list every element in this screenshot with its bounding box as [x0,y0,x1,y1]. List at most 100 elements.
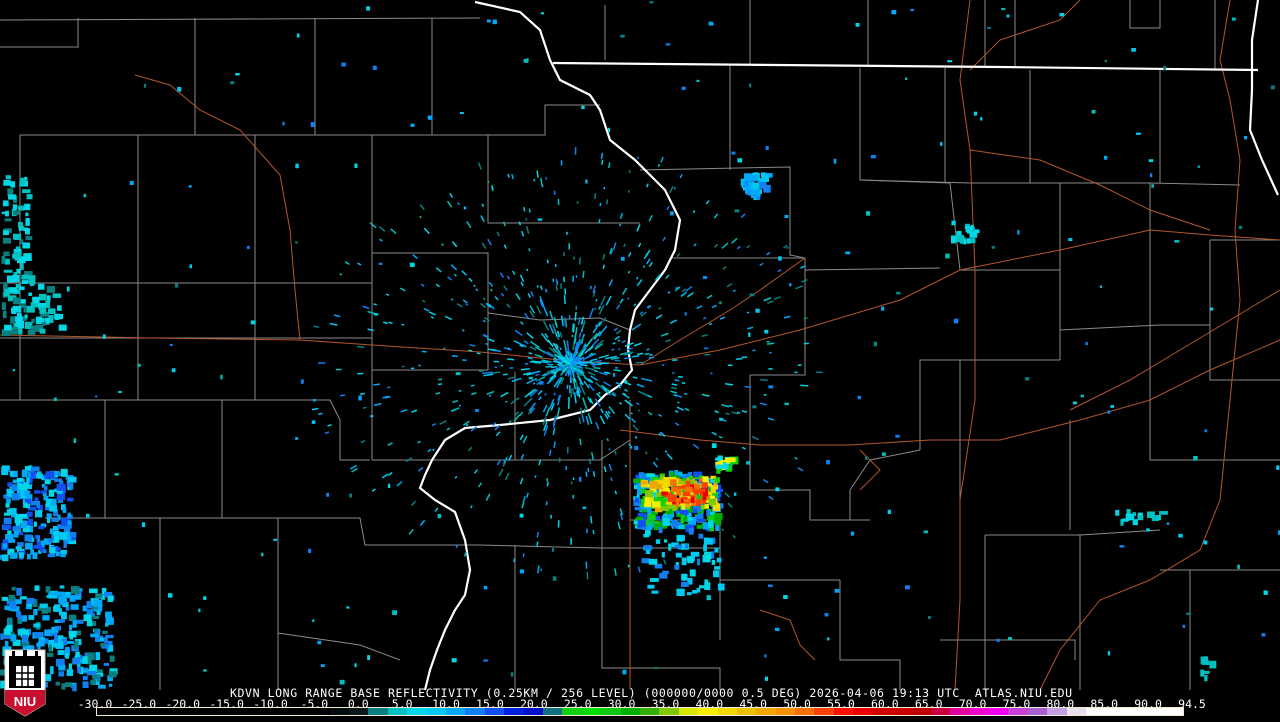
echo-pixel [295,242,298,244]
echo-pixel [689,528,694,535]
echo-streak [602,160,603,165]
echo-pixel [2,212,6,214]
echo-streak [442,244,444,246]
echo-streak [560,348,561,350]
echo-pixel [3,230,9,235]
echo-pixel [1108,410,1111,414]
echo-pixel [31,326,35,330]
echo-pixel [1136,133,1141,135]
echo-pixel [60,532,68,539]
echo-pixel [1244,136,1247,139]
echo-pixel [82,681,88,688]
echo-streak [560,332,561,337]
echo-streak [599,392,600,394]
echo-streak [471,385,475,386]
echo-streak [509,421,511,423]
echo-pixel [620,35,624,38]
echo-streak [537,541,538,544]
echo-streak [428,449,431,451]
echo-pixel [47,286,55,293]
echo-pixel [346,606,349,608]
echo-pixel [676,500,680,508]
echo-pixel [856,23,860,27]
echo-pixel [681,574,687,581]
echo-streak [512,378,521,381]
echo-pixel [428,116,433,120]
echo-pixel [38,474,43,479]
echo-streak [728,503,732,507]
echo-pixel [750,191,758,195]
echo-pixel [40,329,46,334]
echo-pixel [539,381,543,385]
echo-pixel [71,586,80,594]
echo-streak [667,206,669,209]
echo-streak [457,304,462,307]
echo-pixel [19,287,25,290]
echo-pixel [749,175,758,181]
echo-pixel [1271,85,1275,89]
echo-streak [541,286,542,290]
echo-pixel [694,491,698,494]
echo-streak [458,202,460,205]
echo-pixel [662,484,669,488]
echo-streak [588,413,591,423]
echo-streak [413,255,418,259]
echo-pixel [45,479,51,484]
echo-pixel [67,287,70,292]
echo-pixel [311,122,315,127]
echo-streak [600,416,604,424]
echo-streak [636,403,639,405]
echo-pixel [635,498,639,503]
echo-streak [694,244,696,246]
echo-pixel [3,311,7,318]
echo-streak [436,268,441,272]
echo-pixel [57,494,65,500]
echo-pixel [77,666,81,673]
echo-pixel [26,477,29,483]
echo-pixel [702,476,709,482]
echo-pixel [520,514,524,518]
echo-pixel [46,586,51,592]
echo-pixel [1006,15,1009,18]
echo-streak [520,478,522,484]
echo-pixel [645,490,653,497]
echo-streak [466,304,468,305]
echo-pixel [692,590,697,594]
echo-streak [388,473,392,476]
echo-pixel [2,302,6,310]
colorbar-swatch [446,708,465,715]
echo-streak [523,436,527,443]
echo-streak [637,279,642,285]
echo-pixel [660,475,664,478]
echo-pixel [1017,230,1019,234]
echo-streak [435,508,438,512]
echo-pixel [638,513,644,516]
echo-pixel [60,585,65,588]
echo-pixel [1105,60,1107,62]
echo-pixel [47,513,52,519]
echo-pixel [1149,159,1154,162]
colorbar-swatch [97,708,116,715]
echo-pixel [707,595,712,600]
echo-pixel [8,617,11,625]
echo-pixel [35,497,39,501]
echo-streak [658,414,661,416]
echo-streak [620,402,622,404]
echo-streak [497,460,500,465]
echo-streak [507,304,510,308]
echo-streak [557,336,558,340]
echo-pixel [715,477,720,483]
echo-streak [643,266,644,268]
echo-pixel [326,493,329,497]
echo-pixel [355,663,357,667]
echo-streak [487,392,494,395]
echo-pixel [13,211,19,215]
echo-streak [674,187,675,190]
echo-pixel [341,63,346,67]
echo-pixel [6,625,12,632]
echo-streak [620,299,623,303]
echo-pixel [190,264,192,268]
echo-streak [697,306,702,309]
echo-pixel [168,593,172,597]
